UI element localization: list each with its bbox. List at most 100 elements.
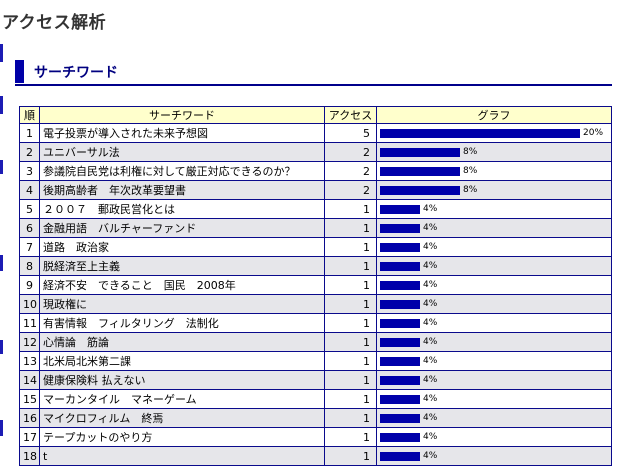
keyword-cell: 道路 政治家: [39, 237, 325, 257]
table-row: 14 健康保険料 払えない 1 4%: [19, 370, 612, 390]
rank-cell: 18: [19, 446, 40, 466]
graph-cell: 4%: [376, 199, 612, 219]
table-row: 2 ユニバーサル法 2 8%: [19, 142, 612, 162]
percentage-label: 4%: [423, 337, 438, 347]
rank-cell: 4: [19, 180, 40, 200]
table-row: 6 金融用語 バルチャーファンド 1 4%: [19, 218, 612, 238]
table-header-row: 順 サーチワード アクセス グラフ: [19, 106, 612, 124]
percentage-bar: [380, 280, 420, 290]
percentage-bar: [380, 318, 420, 328]
keyword-cell: マーカンタイル マネーゲーム: [39, 389, 325, 409]
percentage-label: 20%: [583, 128, 604, 138]
rank-cell: 12: [19, 332, 40, 352]
table-row: 4 後期高齢者 年次改革要望書 2 8%: [19, 180, 612, 200]
access-count-cell: 1: [324, 218, 377, 238]
graph-cell: 4%: [376, 408, 612, 428]
rank-cell: 17: [19, 427, 40, 447]
rank-cell: 10: [19, 294, 40, 314]
percentage-bar: [380, 204, 420, 214]
percentage-bar: [380, 299, 420, 309]
graph-cell: 4%: [376, 275, 612, 295]
access-count-cell: 1: [324, 370, 377, 390]
access-count-cell: 1: [324, 313, 377, 333]
table-row: 13 北米局北米第二課 1 4%: [19, 351, 612, 371]
rank-cell: 3: [19, 161, 40, 181]
table-row: 7 道路 政治家 1 4%: [19, 237, 612, 257]
percentage-bar: [380, 223, 420, 233]
percentage-bar: [380, 147, 460, 157]
column-header-rank: 順: [19, 106, 40, 124]
percentage-bar: [380, 128, 580, 138]
percentage-bar: [380, 375, 420, 385]
table-row: 1 電子投票が導入された未来予想図 5 20%: [19, 123, 612, 143]
graph-cell: 4%: [376, 389, 612, 409]
keyword-cell: 有害情報 フィルタリング 法制化: [39, 313, 325, 333]
access-count-cell: 1: [324, 427, 377, 447]
keyword-cell: 金融用語 バルチャーファンド: [39, 218, 325, 238]
rank-cell: 1: [19, 123, 40, 143]
table-row: 18 t 1 4%: [19, 446, 612, 466]
keyword-cell: 現政権に: [39, 294, 325, 314]
graph-cell: 4%: [376, 294, 612, 314]
section-marker: [15, 60, 24, 83]
graph-cell: 8%: [376, 142, 612, 162]
graph-cell: 4%: [376, 237, 612, 257]
access-count-cell: 1: [324, 351, 377, 371]
graph-cell: 4%: [376, 370, 612, 390]
percentage-label: 4%: [423, 204, 438, 214]
rank-cell: 11: [19, 313, 40, 333]
percentage-label: 4%: [423, 432, 438, 442]
access-count-cell: 1: [324, 237, 377, 257]
access-count-cell: 1: [324, 256, 377, 276]
percentage-label: 4%: [423, 451, 438, 461]
percentage-bar: [380, 451, 420, 461]
percentage-label: 4%: [423, 223, 438, 233]
rank-cell: 14: [19, 370, 40, 390]
rank-cell: 2: [19, 142, 40, 162]
table-row: 17 テープカットのやり方 1 4%: [19, 427, 612, 447]
graph-cell: 4%: [376, 256, 612, 276]
keyword-cell: 経済不安 できること 国民 2008年: [39, 275, 325, 295]
search-word-table: 順 サーチワード アクセス グラフ 1 電子投票が導入された未来予想図 5 20% 2 ユ…: [19, 106, 612, 466]
column-header-graph: グラフ: [376, 106, 612, 124]
percentage-label: 4%: [423, 318, 438, 328]
access-count-cell: 1: [324, 199, 377, 219]
percentage-label: 8%: [463, 185, 478, 195]
percentage-bar: [380, 413, 420, 423]
percentage-label: 8%: [463, 147, 478, 157]
keyword-cell: テープカットのやり方: [39, 427, 325, 447]
access-count-cell: 2: [324, 161, 377, 181]
table-row: 12 心情論 筋論 1 4%: [19, 332, 612, 352]
keyword-cell: 心情論 筋論: [39, 332, 325, 352]
rank-cell: 6: [19, 218, 40, 238]
percentage-label: 4%: [423, 299, 438, 309]
percentage-bar: [380, 394, 420, 404]
keyword-cell: 健康保険料 払えない: [39, 370, 325, 390]
access-count-cell: 2: [324, 180, 377, 200]
section-title: サーチワード: [34, 65, 118, 81]
percentage-bar: [380, 242, 420, 252]
rank-cell: 7: [19, 237, 40, 257]
keyword-cell: マイクロフィルム 終焉: [39, 408, 325, 428]
rank-cell: 13: [19, 351, 40, 371]
percentage-bar: [380, 261, 420, 271]
access-count-cell: 1: [324, 332, 377, 352]
graph-cell: 20%: [376, 123, 612, 143]
percentage-label: 8%: [463, 166, 478, 176]
keyword-cell: t: [39, 446, 325, 466]
percentage-bar: [380, 166, 460, 176]
percentage-bar: [380, 337, 420, 347]
graph-cell: 4%: [376, 332, 612, 352]
table-row: 3 参議院自民党は利権に対して厳正対応できるのか？ 2 8%: [19, 161, 612, 181]
rank-cell: 15: [19, 389, 40, 409]
percentage-label: 4%: [423, 356, 438, 366]
page-title: アクセス解析: [2, 13, 107, 33]
keyword-cell: ユニバーサル法: [39, 142, 325, 162]
access-count-cell: 1: [324, 294, 377, 314]
rank-cell: 5: [19, 199, 40, 219]
keyword-cell: 北米局北米第二課: [39, 351, 325, 371]
keyword-cell: 参議院自民党は利権に対して厳正対応できるのか？: [39, 161, 325, 181]
access-count-cell: 1: [324, 389, 377, 409]
keyword-cell: 脱経済至上主義: [39, 256, 325, 276]
left-edge-decoration: [0, 0, 3, 473]
